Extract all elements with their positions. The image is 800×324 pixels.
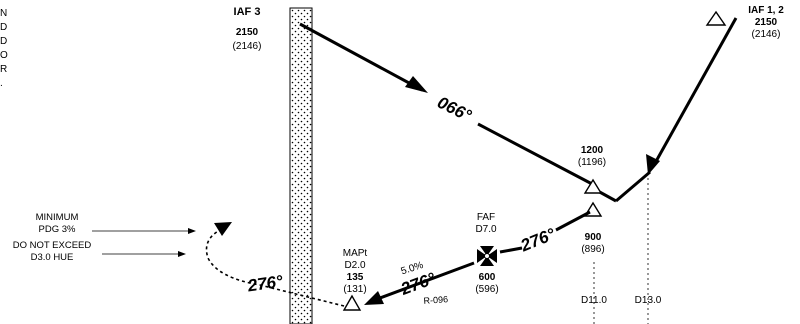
side-text: N D D O R . bbox=[0, 8, 8, 89]
iaf3-ref-altitude: (2146) bbox=[233, 41, 262, 52]
fix-1200: 1200 (1196) bbox=[578, 145, 606, 194]
course-276-missed: 276° bbox=[246, 272, 285, 296]
fix-1200-ref-altitude: (1196) bbox=[578, 157, 606, 168]
faf-label: FAF bbox=[477, 212, 495, 223]
mapt-block: MAPt D2.0 135 (131) bbox=[342, 248, 368, 311]
mapt-label: MAPt bbox=[343, 248, 368, 259]
iaf12-ref-altitude: (2146) bbox=[752, 29, 781, 40]
missed-approach-notes: MINIMUM PDG 3% DO NOT EXCEED D3.0 HUE bbox=[13, 212, 196, 263]
iaf3-block: IAF 3 2150 (2146) bbox=[233, 6, 262, 52]
course-066: 066° bbox=[434, 93, 474, 126]
fix-900: 900 (896) bbox=[581, 201, 605, 255]
side-text-letter: . bbox=[0, 78, 3, 89]
side-text-letter: D bbox=[0, 22, 7, 33]
mapt-fix-triangle bbox=[342, 294, 362, 311]
faf-maltese-cross-icon bbox=[477, 246, 497, 266]
note-leader-arrow bbox=[188, 228, 196, 234]
note-leader-arrow bbox=[178, 251, 186, 257]
faf-altitude: 600 bbox=[479, 272, 496, 283]
final-track-segment bbox=[499, 246, 523, 254]
side-text-letter: N bbox=[0, 8, 7, 19]
missed-approach-arrow bbox=[214, 222, 232, 236]
track-arrow bbox=[364, 291, 384, 305]
track-arrow bbox=[405, 76, 428, 93]
track-iaf12-segment-2 bbox=[615, 170, 651, 203]
missed-approach-path bbox=[205, 229, 345, 307]
side-text-letter: O bbox=[0, 50, 8, 61]
track-iaf12-segment bbox=[652, 17, 738, 166]
track-arrow bbox=[646, 154, 660, 175]
note-pdg: PDG 3% bbox=[39, 224, 77, 235]
fix-900-altitude: 900 bbox=[585, 232, 602, 243]
iaf12-label: IAF 1, 2 bbox=[748, 5, 784, 16]
track-iaf3-segment bbox=[299, 22, 423, 92]
iaf3-label: IAF 3 bbox=[234, 6, 261, 18]
radial-label: R-096 bbox=[423, 294, 448, 306]
track-iaf3-segment-2 bbox=[477, 122, 595, 187]
note-d3-hue: D3.0 HUE bbox=[31, 252, 74, 263]
fix-900-ref-altitude: (896) bbox=[581, 244, 604, 255]
iaf12-block: IAF 1, 2 2150 (2146) bbox=[705, 5, 784, 40]
dme-label-d11: D11.0 bbox=[581, 295, 607, 306]
side-text-letter: D bbox=[0, 36, 7, 47]
faf-ref-altitude: (596) bbox=[475, 284, 498, 295]
mapt-ref-altitude: (131) bbox=[343, 284, 366, 295]
side-text-letter: R bbox=[0, 64, 7, 75]
fix-triangle bbox=[583, 178, 603, 194]
final-track-segment bbox=[371, 261, 475, 303]
iaf3-altitude: 2150 bbox=[236, 27, 259, 38]
fix-1200-altitude: 1200 bbox=[581, 145, 604, 156]
faf-dme: D7.0 bbox=[475, 224, 497, 235]
dme-label-d13: D13.0 bbox=[635, 295, 662, 306]
terrain-band bbox=[289, 7, 313, 324]
final-track-segment bbox=[555, 210, 591, 232]
mapt-dme: D2.0 bbox=[344, 260, 366, 271]
iaf12-fix-triangle bbox=[705, 10, 727, 26]
iaf12-altitude: 2150 bbox=[755, 17, 778, 28]
course-276-mid: 276° bbox=[517, 224, 558, 255]
mapt-altitude: 135 bbox=[347, 272, 364, 283]
faf-block: FAF D7.0 600 (596) bbox=[475, 212, 498, 295]
note-do-not-exceed: DO NOT EXCEED bbox=[13, 240, 92, 251]
note-minimum: MINIMUM bbox=[36, 212, 79, 223]
